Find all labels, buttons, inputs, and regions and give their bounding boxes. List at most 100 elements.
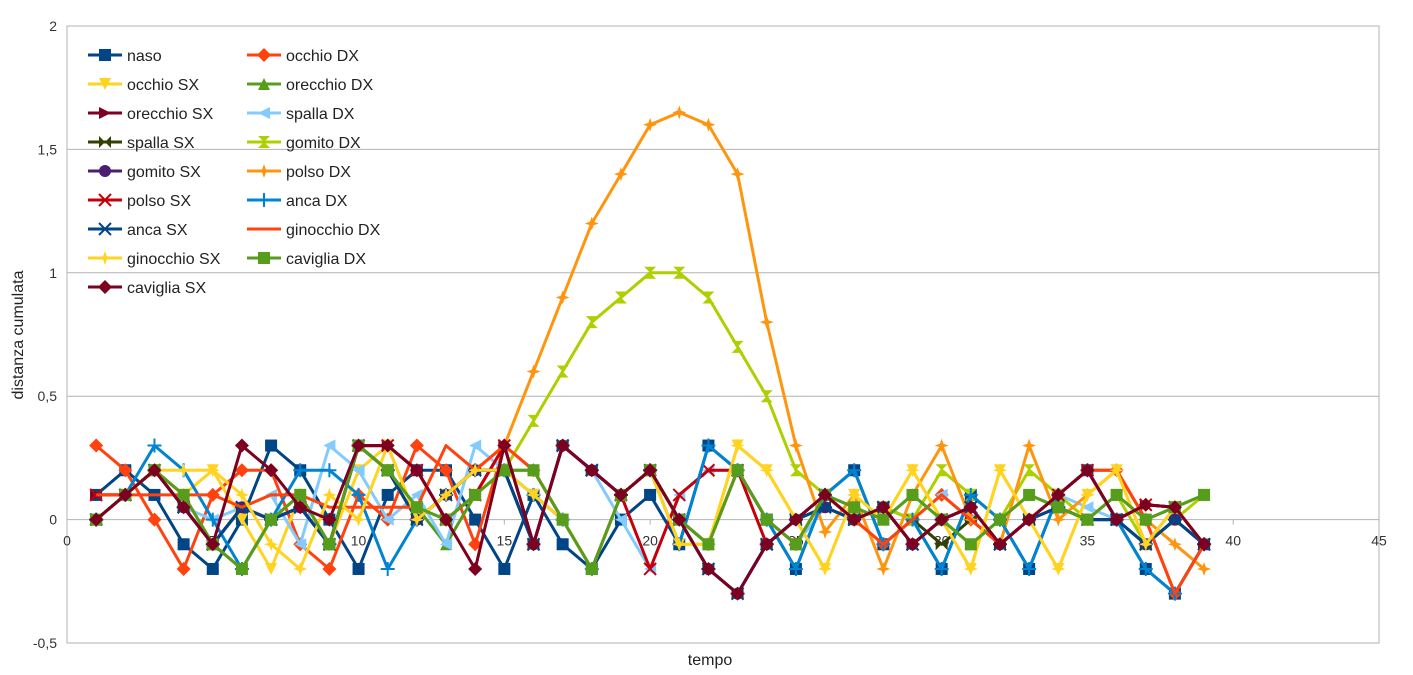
data-point-caviglia-dx <box>848 501 861 514</box>
data-point-ginocchio-sx <box>759 463 774 478</box>
data-point-ginocchio-sx <box>468 463 483 478</box>
data-point-caviglia-dx <box>469 488 482 501</box>
data-point-occhio-dx <box>439 463 454 478</box>
legend-label: polso DX <box>286 164 351 181</box>
data-point-anca-dx <box>322 463 337 478</box>
data-point-ginocchio-sx <box>205 463 220 478</box>
data-point-spalla-dx <box>381 513 394 526</box>
data-point-caviglia-sx <box>818 487 833 502</box>
data-point-caviglia-sx <box>205 537 220 552</box>
data-point-caviglia-sx <box>409 463 424 478</box>
data-point-naso <box>177 538 190 551</box>
data-point-ginocchio-sx <box>176 463 191 478</box>
data-point-caviglia-sx <box>439 512 454 527</box>
data-point-caviglia-sx <box>584 463 599 478</box>
data-point-gomito-dx <box>527 414 540 427</box>
data-point-occhio-dx <box>118 463 133 478</box>
data-point-occhio-dx <box>176 561 191 576</box>
data-point-occhio-dx <box>234 463 249 478</box>
data-point-spalla-dx <box>469 439 482 452</box>
data-point-polso-dx <box>1197 561 1212 576</box>
legend-swatch-marker <box>258 107 270 119</box>
data-point-anca-dx <box>147 438 162 453</box>
legend-swatch-marker <box>258 136 270 148</box>
y-tick-label: 1,5 <box>38 141 58 157</box>
legend-item-spalla-sx: spalla SX <box>88 135 195 152</box>
legend-item-naso: naso <box>88 48 162 65</box>
legend-label: occhio SX <box>127 77 199 94</box>
legend-label: orecchio DX <box>286 77 373 94</box>
x-tick-label: 15 <box>497 533 513 549</box>
legend-item-polso-sx: polso SX <box>88 193 191 210</box>
data-point-polso-dx <box>672 105 687 120</box>
data-point-caviglia-sx <box>555 438 570 453</box>
data-point-occhio-dx <box>147 512 162 527</box>
data-point-ginocchio-sx <box>234 487 249 502</box>
data-point-caviglia-sx <box>963 500 978 515</box>
legend-label: anca SX <box>127 222 188 239</box>
y-tick-label: 0,5 <box>38 388 58 404</box>
data-point-polso-dx <box>613 167 628 182</box>
data-point-caviglia-dx <box>993 513 1006 526</box>
data-point-polso-dx <box>526 364 541 379</box>
data-point-polso-dx <box>730 167 745 182</box>
series-lines <box>89 105 1212 601</box>
data-point-anca-sx <box>1167 512 1182 527</box>
data-point-caviglia-sx <box>1197 537 1212 552</box>
data-point-anca-dx <box>701 438 716 453</box>
legend-item-ginocchio-dx: ginocchio DX <box>247 222 381 239</box>
x-tick-label: 10 <box>351 533 367 549</box>
data-point-polso-sx <box>89 488 103 502</box>
data-point-gomito-dx <box>731 340 744 353</box>
data-point-spalla-sx <box>935 538 948 551</box>
data-point-caviglia-dx <box>731 464 744 477</box>
legend-item-occhio-dx: occhio DX <box>247 48 359 65</box>
data-point-naso <box>265 439 278 452</box>
data-point-caviglia-sx <box>1051 487 1066 502</box>
data-point-caviglia-sx <box>89 512 104 527</box>
data-point-anca-dx <box>847 463 862 478</box>
data-point-gomito-dx <box>935 464 948 477</box>
data-point-ginocchio-sx <box>264 537 279 552</box>
data-point-spalla-dx <box>614 513 627 526</box>
x-axis-title: tempo <box>688 652 733 669</box>
data-point-caviglia-dx <box>964 538 977 551</box>
legend-label: anca DX <box>286 193 348 210</box>
data-point-ginocchio-sx <box>351 512 366 527</box>
data-point-caviglia-dx <box>556 513 569 526</box>
data-point-caviglia-sx <box>293 500 308 515</box>
legend-item-anca-sx: anca SX <box>88 222 188 239</box>
y-tick-label: -0,5 <box>33 635 57 651</box>
legend-label: caviglia DX <box>286 251 366 268</box>
data-point-polso-dx <box>555 290 570 305</box>
data-point-ginocchio-sx <box>409 512 424 527</box>
data-point-occhio-sx <box>235 513 248 526</box>
legend-item-caviglia-sx: caviglia SX <box>88 280 206 297</box>
data-point-ginocchio-sx <box>818 561 833 576</box>
data-point-ginocchio-sx <box>905 463 920 478</box>
data-point-caviglia-dx <box>527 464 540 477</box>
data-point-caviglia-dx <box>760 513 773 526</box>
data-point-caviglia-dx <box>1023 488 1036 501</box>
data-point-caviglia-dx <box>498 464 511 477</box>
data-point-caviglia-sx <box>934 512 949 527</box>
legend-label: polso SX <box>127 193 191 210</box>
data-point-caviglia-sx <box>788 512 803 527</box>
legend-label: caviglia SX <box>127 280 206 297</box>
data-point-caviglia-dx <box>294 488 307 501</box>
x-tick-label: 45 <box>1371 533 1387 549</box>
data-point-caviglia-sx <box>1080 463 1095 478</box>
data-point-caviglia-dx <box>381 464 394 477</box>
x-tick-label: 40 <box>1225 533 1241 549</box>
data-point-caviglia-dx <box>410 501 423 514</box>
data-point-polso-sx <box>643 562 657 576</box>
data-point-caviglia-sx <box>234 438 249 453</box>
data-point-caviglia-sx <box>672 512 687 527</box>
y-tick-label: 0 <box>49 512 57 528</box>
legend-swatch-marker <box>257 193 271 207</box>
data-point-naso <box>498 562 511 575</box>
legend-label: ginocchio DX <box>286 222 381 239</box>
legend-swatch-marker <box>257 164 271 178</box>
data-point-caviglia-dx <box>789 538 802 551</box>
